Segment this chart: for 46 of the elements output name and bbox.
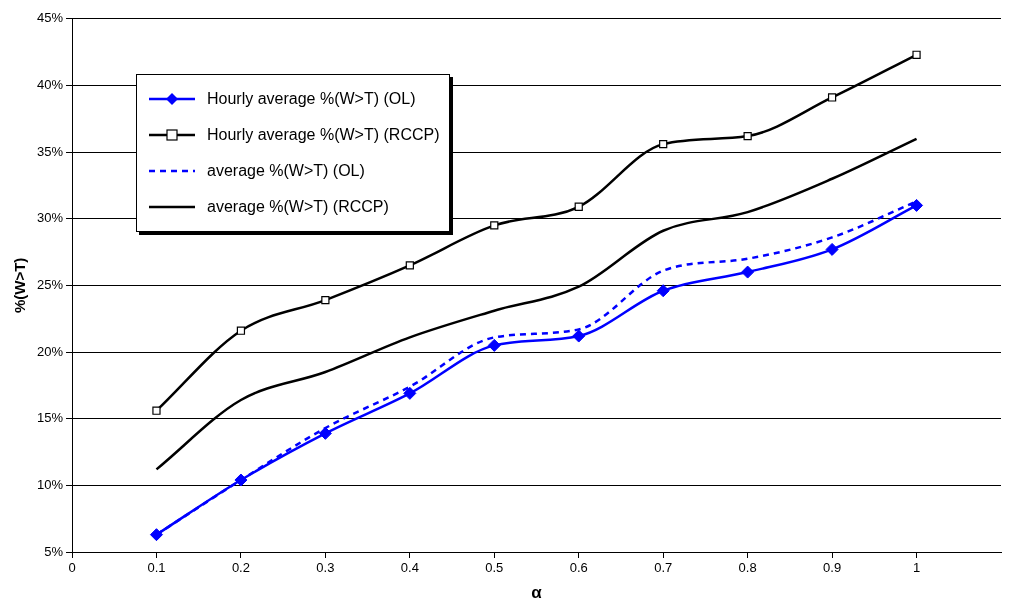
point (572, 329, 586, 343)
x-tick-label: 1 (912, 560, 921, 576)
y-tick-label: 35% (36, 143, 64, 159)
point (825, 242, 839, 256)
y-tick-label: 10% (36, 476, 64, 492)
y-tick-label: 25% (36, 276, 64, 292)
x-tick-label: 0.1 (147, 560, 166, 576)
point (656, 284, 670, 298)
legend-label: average %(W>T) (OL) (207, 162, 365, 180)
point (152, 406, 161, 415)
x-tick-label: 0.6 (569, 560, 588, 576)
legend-label: Hourly average %(W>T) (RCCP) (207, 126, 440, 144)
x-tick-label: 0.2 (231, 560, 250, 576)
x-tick-label: 0.4 (400, 560, 419, 576)
point (912, 50, 921, 59)
point (574, 202, 583, 211)
x-tick-label: 0.3 (316, 560, 335, 576)
point (487, 338, 501, 352)
point (403, 386, 417, 400)
point (321, 295, 330, 305)
point (405, 261, 414, 270)
x-tick-label: 0.9 (823, 560, 842, 576)
x-tick-label: 0.5 (485, 560, 504, 576)
y-tick-label: 45% (36, 10, 64, 26)
point (827, 93, 837, 102)
y-tick-label: 40% (36, 77, 64, 93)
point (743, 131, 752, 141)
y-tick-label: 30% (36, 210, 64, 226)
point (234, 473, 248, 487)
x-axis-title: α (531, 583, 543, 603)
x-tick-label: 0.7 (654, 560, 673, 576)
point (910, 198, 924, 212)
y-tick-label: 20% (36, 343, 64, 359)
point (149, 528, 163, 542)
y-axis-title: %(W>T) (11, 257, 29, 314)
legend-label: Hourly average %(W>T) (OL) (207, 90, 416, 108)
x-tick-label: 0 (68, 560, 76, 576)
x-tick-label: 0.8 (738, 560, 757, 576)
point (236, 326, 246, 335)
point (741, 265, 755, 279)
point (659, 139, 668, 149)
legend-label: average %(W>T) (RCCP) (207, 198, 389, 216)
y-tick-label: 5% (44, 543, 64, 559)
y-tick-label: 15% (36, 410, 64, 426)
point (490, 221, 499, 230)
point (318, 426, 332, 440)
